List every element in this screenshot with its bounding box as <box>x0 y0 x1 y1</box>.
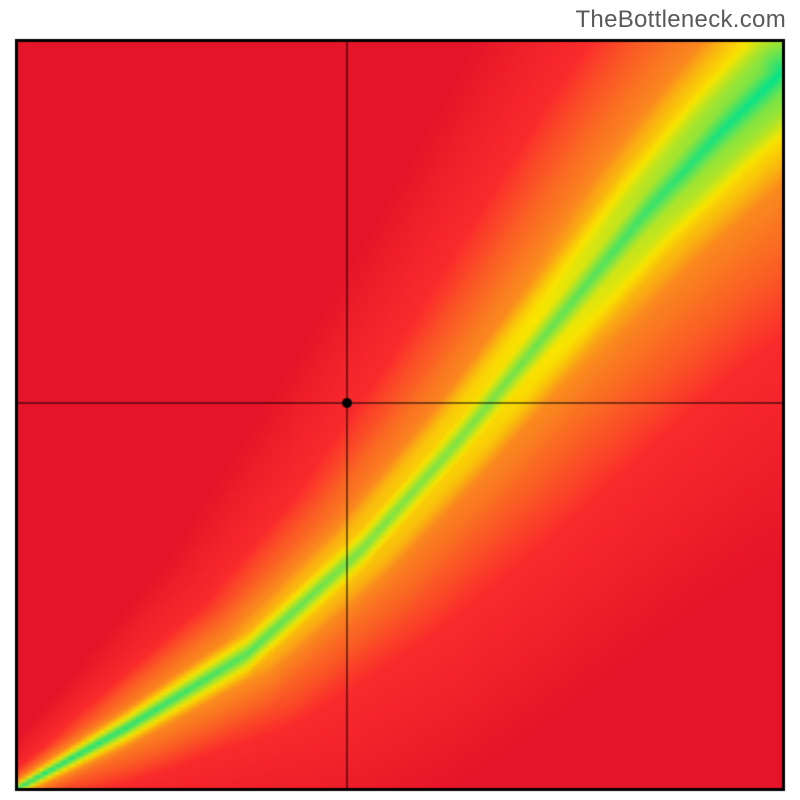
watermark-text: TheBottleneck.com <box>575 6 786 34</box>
chart-container: TheBottleneck.com <box>0 0 800 800</box>
heatmap-canvas <box>0 0 800 800</box>
